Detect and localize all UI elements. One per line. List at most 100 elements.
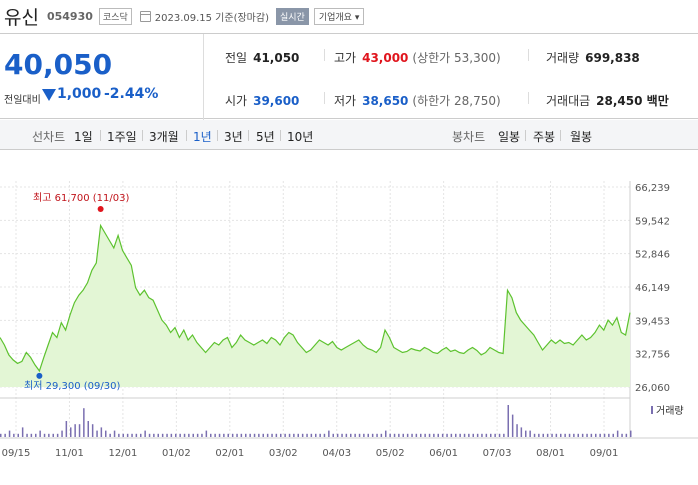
volume-bar <box>341 433 343 437</box>
line-chart-label: 선차트 <box>32 130 66 144</box>
divider <box>217 130 218 141</box>
volume-bar <box>345 433 348 437</box>
stock-code: 054930 <box>46 9 93 23</box>
tab-period-5y[interactable]: 5년 <box>256 130 275 144</box>
lower-limit: (하한가 28,750) <box>412 94 501 108</box>
volume-bar <box>52 433 54 437</box>
tab-period-1y[interactable]: 1년 <box>193 130 212 144</box>
volume-bar <box>218 433 221 437</box>
x-tick-label: 12/01 <box>108 448 137 459</box>
volume-bar <box>568 433 571 437</box>
volume-bar <box>402 433 404 437</box>
chart-tabs: 선차트 1일 1주일 3개월 1년 3년 5년 10년 봉차트 일봉 주봉 월봉 <box>0 120 698 150</box>
volume-bar <box>70 427 72 437</box>
volume-bar <box>214 433 216 437</box>
y-tick-label: 59,542 <box>635 216 670 227</box>
volume-bar <box>393 433 396 437</box>
volume-bar <box>266 433 269 437</box>
volume-bar <box>459 433 461 437</box>
x-tick-label: 02/01 <box>215 448 244 459</box>
volume-bar <box>109 433 111 437</box>
tab-candle-daily[interactable]: 일봉 <box>498 130 521 144</box>
volume-bar <box>323 433 326 437</box>
volume-bar <box>100 427 103 437</box>
divider <box>186 130 187 141</box>
tab-period-1w[interactable]: 1주일 <box>107 130 137 144</box>
x-tick-label: 09/15 <box>2 448 31 459</box>
volume-bar <box>131 433 133 437</box>
y-tick-label: 52,846 <box>635 250 670 261</box>
stock-header: 유신 054930 코스닥 2023.09.15 기준(장마감) 실시간 기업개… <box>0 0 698 32</box>
volume-bar <box>26 433 28 437</box>
realtime-button[interactable]: 실시간 <box>276 7 309 25</box>
volume-bar <box>450 433 453 437</box>
high-value: 43,000 <box>362 51 409 65</box>
tab-period-3m[interactable]: 3개월 <box>149 130 179 144</box>
volume-bar <box>586 433 588 437</box>
price-summary: 40,050 전일대비 1,000 -2.44% 전일 41,050 고가 43,0… <box>0 33 698 120</box>
y-tick-label: 39,453 <box>635 316 670 327</box>
tab-candle-weekly[interactable]: 주봉 <box>533 130 556 144</box>
volume-value: 699,838 <box>585 51 640 65</box>
volume-bar <box>13 433 15 437</box>
volume-bar <box>227 433 229 437</box>
volume-bar <box>463 433 466 437</box>
x-tick-label: 06/01 <box>429 448 458 459</box>
volume-bar <box>564 433 566 437</box>
volume-bar <box>529 430 531 437</box>
tab-period-1d[interactable]: 1일 <box>74 130 93 144</box>
volume-bar <box>455 433 457 437</box>
volume-bar <box>385 430 387 437</box>
divider <box>560 130 561 141</box>
volume-bar <box>415 433 418 437</box>
volume-bar <box>56 433 59 437</box>
tab-period-3y[interactable]: 3년 <box>224 130 243 144</box>
x-tick-label: 08/01 <box>536 448 565 459</box>
open-label: 시가 <box>225 94 248 108</box>
high-label: 고가 <box>334 51 357 65</box>
amount-label: 거래대금 <box>546 94 591 108</box>
volume-bar <box>380 433 383 437</box>
volume-bar <box>608 433 610 437</box>
volume-bar <box>4 433 6 437</box>
volume-bar <box>328 430 330 437</box>
corp-overview-dropdown[interactable]: 기업개요 ▾ <box>313 7 365 25</box>
volume-bar <box>406 433 409 437</box>
volume-bar <box>581 433 584 437</box>
volume-bar <box>336 433 339 437</box>
volume-bar <box>183 433 186 437</box>
volume-bar <box>560 433 562 437</box>
volume-bar <box>223 433 225 437</box>
volume-bar <box>546 433 549 437</box>
price-line <box>0 223 631 373</box>
volume-bar <box>511 414 514 437</box>
volume-bar <box>590 433 593 437</box>
high-marker <box>97 206 104 212</box>
y-tick-label: 32,756 <box>635 350 670 361</box>
divider <box>324 49 325 61</box>
open-stat: 시가 39,600 <box>225 92 299 109</box>
volume-bar <box>175 433 177 437</box>
tab-candle-monthly[interactable]: 월봉 <box>570 130 593 144</box>
high-stat: 고가 43,000 (상한가 53,300) <box>334 49 501 66</box>
volume-bar <box>437 433 439 437</box>
prev-close-stat: 전일 41,050 <box>225 49 299 66</box>
volume-bar <box>78 424 81 437</box>
volume-bar <box>490 433 492 437</box>
volume-bar <box>135 433 138 437</box>
volume-bar <box>83 408 85 437</box>
volume-bar <box>205 430 208 437</box>
price-chart: 66,239 59,542 52,846 46,149 39,453 32,756 26,0… <box>0 151 698 481</box>
volume-bar <box>577 433 579 437</box>
volume-bar <box>538 433 540 437</box>
change-label: 전일대비 <box>4 95 41 106</box>
volume-bar <box>48 433 50 437</box>
volume-bar <box>428 433 431 437</box>
volume-bar <box>573 433 575 437</box>
volume-bar <box>354 433 356 437</box>
volume-bar <box>210 433 212 437</box>
volume-bar <box>630 430 632 437</box>
volume-bar <box>625 433 628 437</box>
volume-bar <box>358 433 361 437</box>
tab-period-10y[interactable]: 10년 <box>287 130 314 144</box>
